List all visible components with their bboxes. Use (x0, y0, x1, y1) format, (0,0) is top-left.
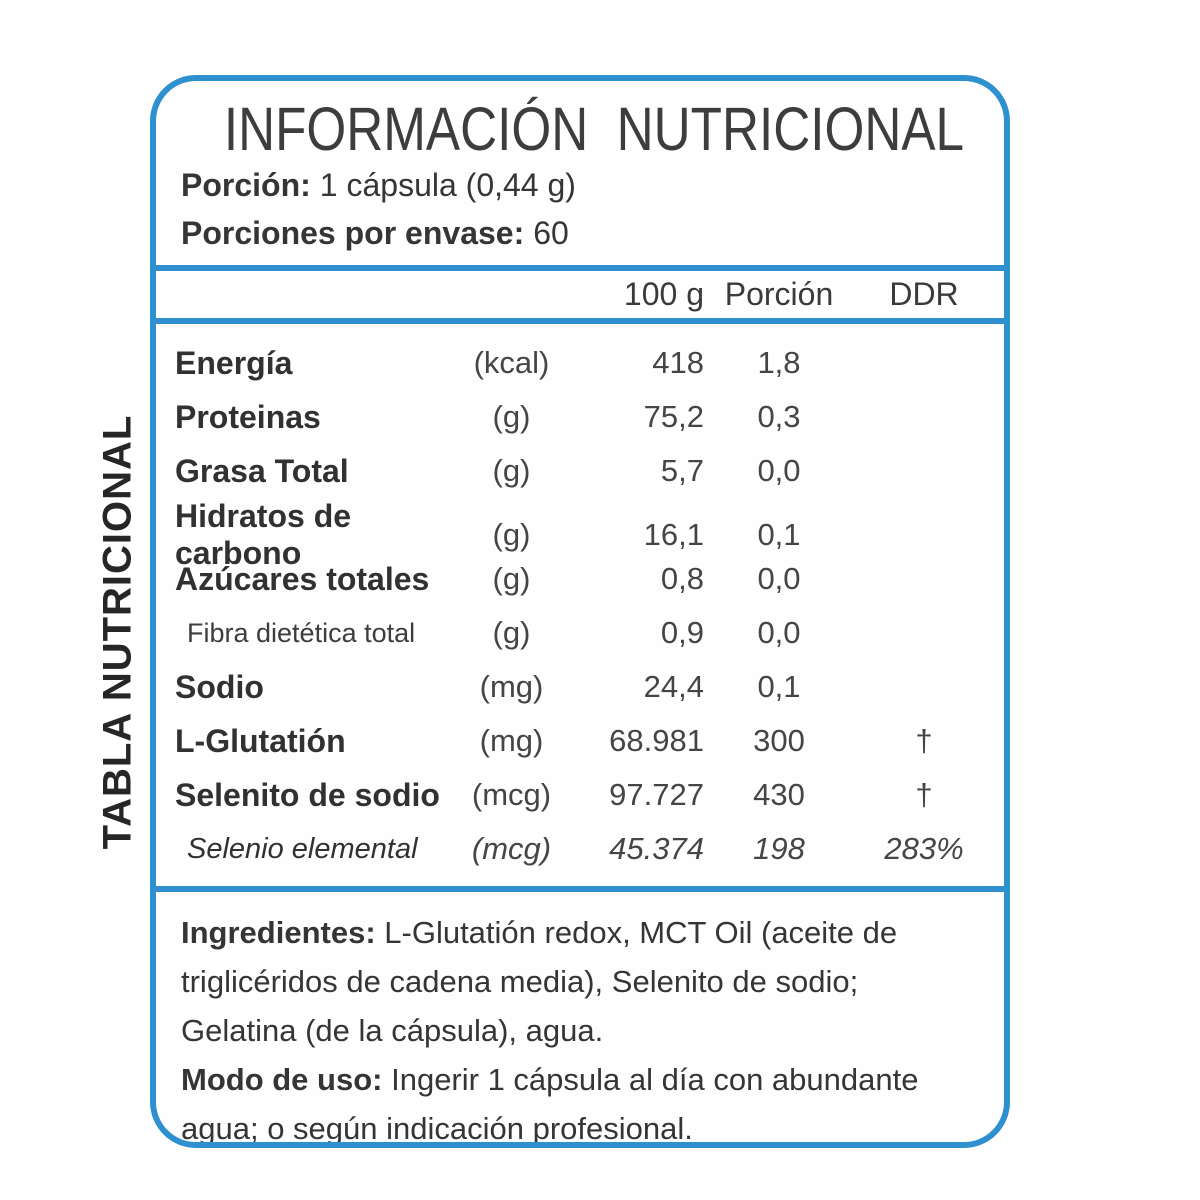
row-unit: (g) (492, 453, 531, 488)
row-value-100g: 45.374 (609, 831, 704, 866)
row-label: Sodio (175, 668, 264, 705)
usage-text: Ingerir 1 cápsula al día con abundante a… (181, 1062, 919, 1146)
separator-line (156, 318, 1004, 324)
vertical-side-label: TABLA NUTRICIONAL (95, 414, 140, 850)
nutrition-facts-panel: INFORMACIÓN NUTRICIONAL Porción: 1 cápsul… (150, 75, 1010, 1148)
table-row: Fibra dietética total (g) 0,9 0,0 (156, 606, 1004, 660)
ingredients-paragraph: Ingredientes: L-Glutatión redox, MCT Oil… (181, 908, 980, 1055)
row-unit: (mcg) (471, 831, 552, 866)
row-unit: (mcg) (471, 777, 552, 812)
row-value-100g: 24,4 (643, 669, 704, 704)
row-value-ddr: 283% (884, 831, 964, 866)
servings-per-container-line: Porciones por envase: 60 (181, 209, 1004, 257)
ingredients-label: Ingredientes: (181, 915, 376, 950)
row-unit: (kcal) (473, 345, 550, 380)
row-value-portion: 430 (753, 777, 805, 812)
usage-paragraph: Modo de uso: Ingerir 1 cápsula al día co… (181, 1055, 980, 1146)
footer-paragraphs: Ingredientes: L-Glutatión redox, MCT Oil… (156, 892, 1004, 1146)
row-value-portion: 0,0 (757, 561, 801, 596)
row-value-100g: 68.981 (609, 723, 704, 758)
row-label: Hidratos de carbono (175, 498, 352, 571)
row-unit: (g) (492, 399, 531, 434)
panel-title: INFORMACIÓN NUTRICIONAL (223, 95, 964, 163)
row-value-portion: 0,0 (757, 453, 801, 488)
row-unit: (mg) (479, 723, 544, 758)
row-value-portion: 300 (753, 723, 805, 758)
row-label: Selenio elemental (187, 832, 418, 865)
table-row: Sodio (mg) 24,4 0,1 (156, 660, 1004, 714)
row-value-ddr: † (915, 723, 933, 758)
row-value-portion: 0,1 (757, 517, 801, 552)
row-label: Azúcares totales (175, 560, 430, 597)
row-value-portion: 1,8 (757, 345, 801, 380)
row-value-100g: 0,8 (660, 561, 704, 596)
row-value-100g: 418 (652, 345, 704, 380)
table-row: L-Glutatión (mg) 68.981 300 † (156, 714, 1004, 768)
row-value-portion: 0,1 (757, 669, 801, 704)
column-header-portion: Porción (724, 276, 834, 312)
row-label: L-Glutatión (175, 722, 346, 759)
serving-size-line: Porción: 1 cápsula (0,44 g) (181, 161, 1004, 209)
row-label: Grasa Total (175, 452, 349, 489)
nutrient-table: Energía (kcal) 418 1,8 Proteinas (g) 75,… (156, 324, 1004, 886)
row-value-portion: 0,0 (757, 615, 801, 650)
row-unit: (g) (492, 561, 531, 596)
row-unit: (g) (492, 615, 531, 650)
ingredients-text: L-Glutatión redox, MCT Oil (aceite de tr… (181, 915, 898, 1048)
table-row: Selenito de sodio (mcg) 97.727 430 † (156, 768, 1004, 822)
table-row: Grasa Total (g) 5,7 0,0 (156, 444, 1004, 498)
column-header-row: 100 g Porción DDR (156, 271, 1004, 318)
servings-per-container-value: 60 (533, 215, 569, 251)
serving-size-value: 1 cápsula (0,44 g) (319, 167, 576, 203)
row-value-portion: 0,3 (757, 399, 801, 434)
row-label: Selenito de sodio (175, 776, 440, 813)
table-row: Energía (kcal) 418 1,8 (156, 336, 1004, 390)
row-value-100g: 75,2 (643, 399, 704, 434)
usage-label: Modo de uso: (181, 1062, 383, 1097)
row-value-ddr: † (915, 777, 933, 812)
row-unit: (g) (492, 517, 531, 552)
servings-per-container-label: Porciones por envase: (181, 215, 525, 251)
row-value-100g: 16,1 (643, 517, 704, 552)
row-unit: (mg) (479, 669, 544, 704)
row-value-100g: 5,7 (660, 453, 704, 488)
row-label: Fibra dietética total (187, 617, 416, 648)
column-header-ddr: DDR (889, 276, 959, 312)
row-label: Proteinas (175, 398, 321, 435)
column-header-100g: 100 g (623, 276, 704, 312)
serving-size-label: Porción: (181, 167, 311, 203)
row-value-100g: 97.727 (609, 777, 704, 812)
row-label: Energía (175, 344, 293, 381)
separator-line (156, 886, 1004, 892)
table-row: Azúcares totales (g) 0,8 0,0 (156, 552, 1004, 606)
table-row: Proteinas (g) 75,2 0,3 (156, 390, 1004, 444)
row-value-100g: 0,9 (660, 615, 704, 650)
row-value-portion: 198 (753, 831, 805, 866)
table-row: Hidratos de carbono (g) 16,1 0,1 (156, 498, 1004, 571)
table-row: Selenio elemental (mcg) 45.374 198 283% (156, 822, 1004, 876)
separator-line (156, 265, 1004, 271)
